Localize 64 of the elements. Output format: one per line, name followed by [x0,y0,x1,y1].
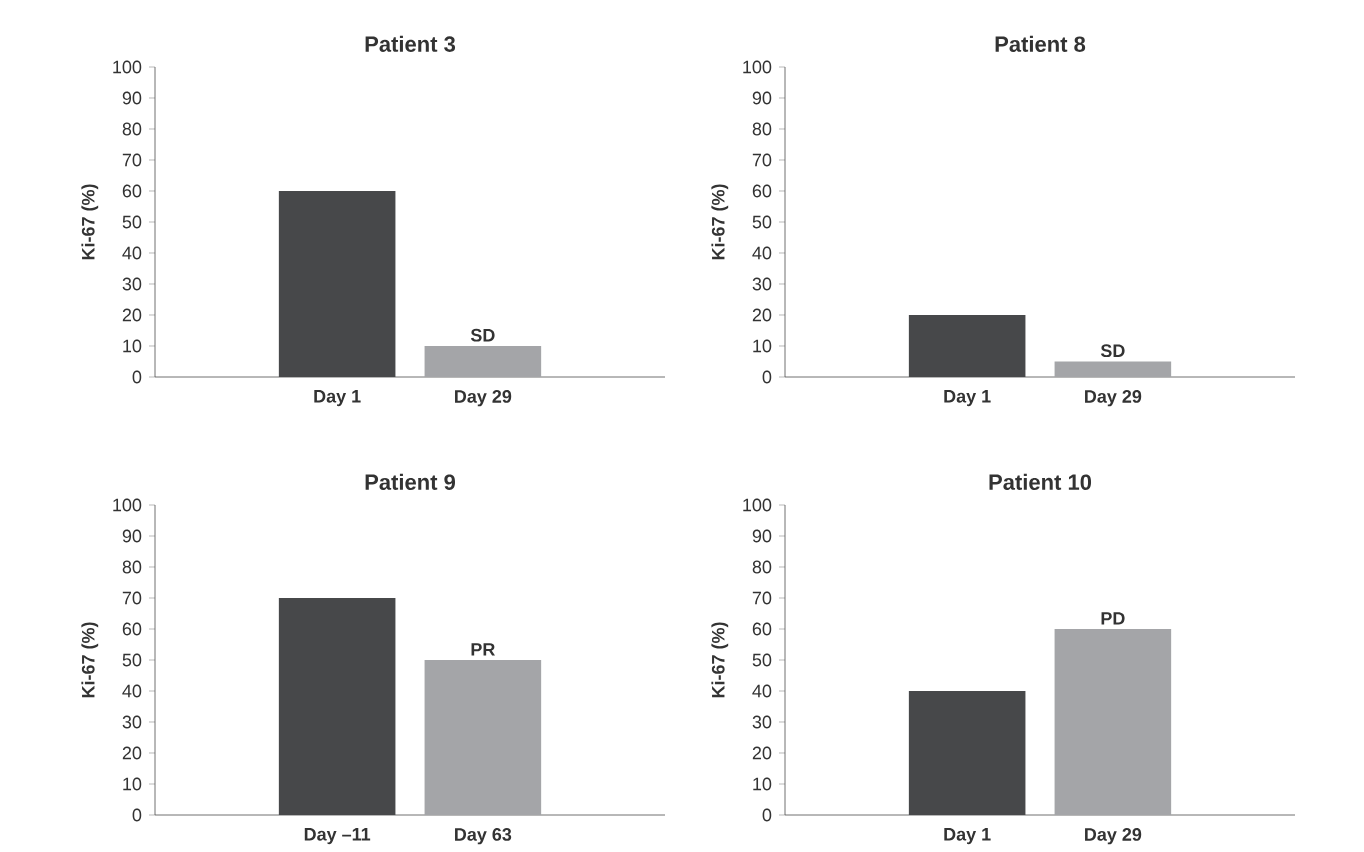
y-tick-label: 80 [752,122,772,136]
y-tick-label: 80 [122,122,142,136]
chart-title: Patient 10 [989,473,1092,490]
y-tick-label: 0 [132,808,142,822]
y-tick-label: 40 [752,246,772,260]
y-tick-label: 20 [752,746,772,760]
x-tick-label: Day 29 [1085,390,1142,407]
y-tick-label: 70 [752,153,772,167]
chart-title: Patient 3 [365,35,456,52]
y-tick-label: 0 [762,370,772,384]
y-tick-label: 0 [132,370,142,384]
y-tick-label: 30 [752,715,772,729]
y-tick-label: 60 [122,622,142,636]
y-tick-label: 70 [122,153,142,167]
annotation: PD [1101,612,1125,625]
x-tick-label: Day 1 [944,390,991,407]
y-tick-label: 80 [752,560,772,574]
y-tick-label: 100 [113,498,142,512]
x-tick-label: Day 63 [455,828,512,845]
y-tick-label: 90 [122,91,142,105]
y-tick-label: 60 [752,622,772,636]
y-tick-label: 50 [122,215,142,229]
y-tick-label: 20 [752,308,772,322]
y-tick-label: 30 [122,715,142,729]
y-tick-label: 50 [752,653,772,667]
y-axis-title: Ki-67 (%) [711,622,729,698]
x-tick-label: Day 1 [944,828,991,845]
y-tick-label: 60 [752,184,772,198]
y-tick-label: 90 [752,529,772,543]
y-tick-label: 70 [752,591,772,605]
y-tick-label: 90 [752,91,772,105]
y-tick-label: 0 [762,808,772,822]
y-axis-title: Ki-67 (%) [711,184,729,260]
y-tick-label: 10 [123,777,142,791]
annotation: PR [471,643,495,656]
y-axis-title: Ki-67 (%) [81,622,99,698]
chart-title: Patient 9 [365,473,456,490]
chart-title: Patient 8 [995,35,1086,52]
y-tick-label: 40 [752,684,772,698]
y-tick-label: 50 [122,653,142,667]
y-tick-label: 40 [122,684,142,698]
y-tick-label: 30 [752,277,772,291]
x-tick-label: Day 1 [314,390,361,407]
y-tick-label: 60 [122,184,142,198]
y-tick-label: 100 [743,498,772,512]
y-tick-label: 20 [122,746,142,760]
y-tick-label: 70 [122,591,142,605]
y-tick-label: 50 [752,215,772,229]
y-tick-label: 20 [122,308,142,322]
y-tick-label: 40 [122,246,142,260]
y-tick-label: 30 [122,277,142,291]
y-tick-label: 10 [753,339,772,353]
y-axis-title: Ki-67 (%) [81,184,99,260]
annotation: SD [470,328,495,342]
y-tick-label: 10 [123,339,142,353]
y-tick-label: 10 [753,777,772,791]
annotation: SD [1100,344,1125,358]
x-tick-label: Day 29 [455,390,512,407]
y-tick-label: 80 [122,560,142,574]
x-tick-label: Day 29 [1085,828,1142,845]
y-tick-label: 100 [113,60,142,74]
y-tick-label: 90 [122,529,142,543]
y-tick-label: 100 [743,60,772,74]
x-tick-label: Day –11 [304,828,371,845]
